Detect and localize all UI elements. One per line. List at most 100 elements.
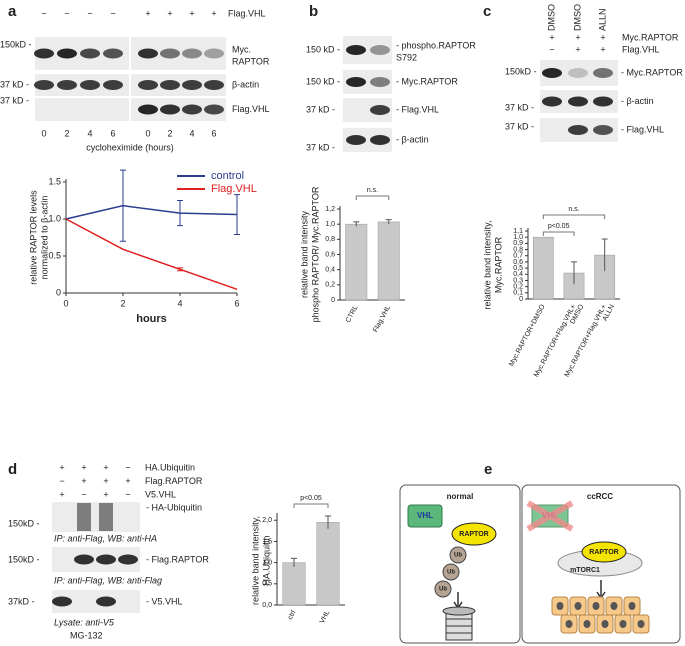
y-tick-label: 1,0 — [325, 221, 335, 228]
row-label: Flag.VHL — [622, 44, 660, 54]
diagram-title: normal — [447, 492, 474, 501]
band — [34, 80, 54, 90]
proteasome — [442, 606, 476, 641]
sign: − — [125, 462, 130, 472]
bar — [377, 221, 400, 301]
band — [542, 68, 562, 78]
blot-label: - Flag.VHL — [396, 104, 439, 114]
vhl-label: VHL — [417, 511, 433, 520]
y-tick-label: 0,3 — [513, 277, 523, 284]
y-tick-label: 0 — [56, 287, 61, 297]
band — [542, 96, 562, 107]
diagram-title: ccRCC — [587, 492, 613, 501]
band — [568, 125, 588, 135]
band — [74, 554, 94, 565]
error-bar — [571, 261, 577, 285]
band — [182, 48, 202, 59]
lane-label: 4 — [189, 128, 194, 138]
nucleus — [610, 602, 618, 610]
error-bar — [291, 557, 297, 567]
band — [370, 45, 390, 55]
x-tick-label: 6 — [234, 298, 239, 308]
smear — [99, 503, 113, 531]
band — [34, 48, 54, 59]
blot-label: S792 — [396, 52, 417, 62]
y-tick-label: 0,7 — [513, 253, 523, 260]
y-axis-label: relative band intensity — [299, 210, 309, 298]
legend-label: control — [211, 170, 244, 182]
lane-label: 2 — [64, 128, 69, 138]
band — [160, 48, 180, 59]
size-marker: 150 kD - — [306, 44, 340, 54]
column-label: DMSO — [546, 4, 556, 31]
sign: + — [189, 8, 194, 18]
blot-label: Flag.VHL — [232, 104, 270, 114]
band — [204, 80, 224, 90]
y-tick-label: 1,2 — [325, 206, 335, 213]
ub-label: Ub — [447, 570, 455, 576]
y-tick-label: 0,5 — [262, 581, 272, 588]
y-axis-label: Myc.RAPTOR — [493, 236, 503, 293]
band — [568, 68, 588, 78]
band — [103, 48, 123, 59]
y-tick-label: 0 — [331, 297, 335, 304]
band — [346, 45, 366, 55]
sign: + — [145, 8, 150, 18]
nucleus — [628, 602, 636, 610]
x-tick-label: 4 — [177, 298, 182, 308]
size-marker: 37kD - — [8, 596, 35, 606]
band — [80, 48, 100, 59]
blot-label: β-actin — [232, 79, 259, 89]
sign: + — [103, 462, 108, 472]
y-tick-label: 1,0 — [513, 234, 523, 241]
y-axis-label: normalized to β-actin — [39, 196, 49, 280]
y-tick-label: 0,9 — [513, 240, 523, 247]
size-marker: 150 kD - — [306, 76, 340, 86]
sign: + — [103, 476, 108, 486]
band — [160, 104, 180, 115]
lane-label: 4 — [87, 128, 92, 138]
nucleus — [556, 602, 564, 610]
y-tick-label: 1,1 — [513, 228, 523, 235]
sign: − — [64, 8, 69, 18]
band — [160, 80, 180, 90]
band — [57, 80, 77, 90]
series-line — [65, 204, 238, 220]
error-bar — [234, 194, 240, 236]
blot-label: - β-actin — [396, 134, 429, 144]
band — [370, 105, 390, 115]
x-axis-label: hours — [136, 313, 167, 325]
caption: Lysate: anti-V5 — [54, 617, 115, 627]
legend-label: Flag.VHL — [211, 183, 257, 195]
y-tick-label: 0,8 — [325, 236, 335, 243]
x-tick-label: 0 — [63, 298, 68, 308]
band — [138, 48, 158, 59]
lane-label: 6 — [110, 128, 115, 138]
sign: − — [41, 8, 46, 18]
lane-label: 0 — [41, 128, 46, 138]
column-label: DMSO — [572, 4, 582, 31]
blot-label: - Flag.VHL — [621, 124, 664, 134]
band — [80, 80, 100, 90]
lane-label: 2 — [167, 128, 172, 138]
band — [57, 48, 77, 59]
blot-label: Myc. — [232, 44, 251, 54]
ub-label: Ub — [454, 553, 462, 559]
sign: − — [125, 489, 130, 499]
panel-label: b — [309, 3, 318, 20]
row-label: V5.VHL — [145, 489, 176, 499]
raptor — [451, 522, 497, 546]
band — [96, 554, 116, 565]
annotation: p<0.05 — [548, 223, 570, 230]
band — [370, 77, 390, 87]
error-bar — [177, 267, 183, 272]
nucleus — [601, 620, 609, 628]
error-bar — [601, 238, 608, 272]
vhl-box — [407, 504, 443, 528]
size-marker: 150kD - — [8, 554, 40, 564]
nucleus — [619, 620, 627, 628]
nucleus — [583, 620, 591, 628]
y-tick-label: 1.0 — [48, 213, 61, 223]
error-bar — [120, 169, 126, 242]
